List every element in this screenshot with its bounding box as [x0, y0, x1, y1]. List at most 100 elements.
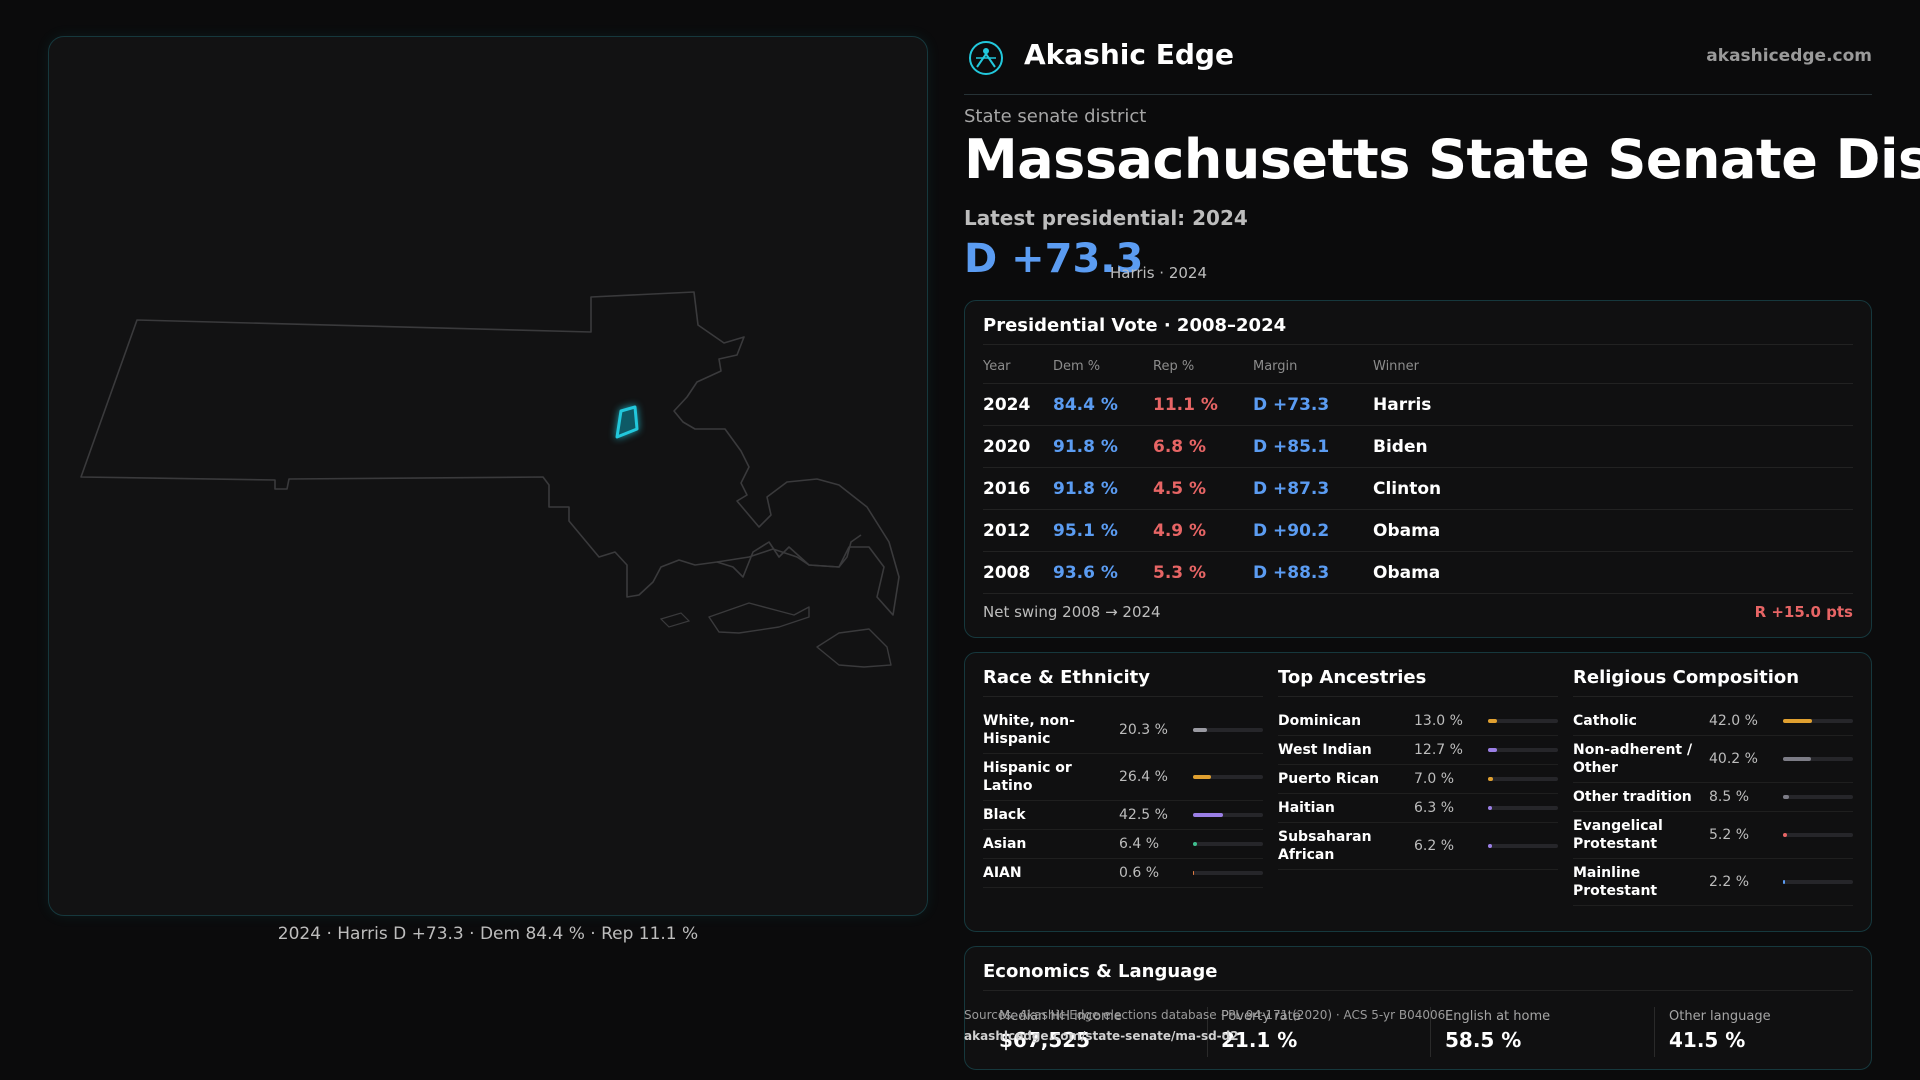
list-item: Non-adherent / Other 40.2 % [1573, 736, 1853, 783]
item-percent: 42.5 % [1119, 807, 1168, 823]
rep-pct-cell: 4.5 % [1153, 467, 1253, 510]
item-percent: 5.2 % [1709, 827, 1750, 843]
share-bar-fill [1488, 844, 1493, 848]
column-header: Year [983, 349, 1053, 384]
list-item: AIAN 0.6 % [983, 859, 1263, 888]
list-item: Catholic 42.0 % [1573, 707, 1853, 736]
share-bar-fill [1193, 842, 1198, 846]
district-type-label: State senate district [964, 106, 1147, 127]
winner-cell: Biden [1373, 425, 1853, 468]
page-title-wrap: Massachusetts State Senate District D2 [964, 128, 1920, 208]
item-label: Subsaharan African [1278, 829, 1372, 863]
margin-cell: D +85.1 [1253, 425, 1373, 468]
stat-label: Poverty rate [1221, 1009, 1301, 1024]
share-bar-track [1193, 775, 1263, 779]
item-percent: 0.6 % [1119, 865, 1160, 881]
share-bar-fill [1783, 880, 1785, 884]
winner-cell: Harris [1373, 383, 1853, 426]
stat-value: 21.1 % [1221, 1028, 1298, 1052]
item-label: Haitian [1278, 800, 1335, 816]
share-bar-track [1193, 728, 1263, 732]
list-item: Dominican 13.0 % [1278, 707, 1558, 736]
religion-list: Catholic 42.0 % Non-adherent / Other 40.2 %… [1573, 707, 1853, 906]
list-item: Asian 6.4 % [983, 830, 1263, 859]
divider [1278, 696, 1558, 697]
item-label: Puerto Rican [1278, 771, 1380, 787]
column-header: Margin [1253, 349, 1373, 384]
dem-pct-cell: 93.6 % [1053, 551, 1153, 594]
share-bar-track [1488, 844, 1558, 848]
share-bar-fill [1783, 833, 1787, 837]
margin-cell: D +90.2 [1253, 509, 1373, 552]
divider [1654, 1007, 1655, 1057]
net-swing-value: R +15.0 pts [1754, 603, 1853, 621]
winner-cell: Clinton [1373, 467, 1853, 510]
top-ancestries-section: Top Ancestries Dominican 13.0 % West India… [1278, 653, 1558, 933]
rep-pct-cell: 6.8 % [1153, 425, 1253, 468]
median-income-stat: Median HH income $67,525 [999, 1009, 1199, 1052]
share-bar-track [1193, 842, 1263, 846]
year-cell: 2024 [983, 383, 1053, 426]
list-item: Haitian 6.3 % [1278, 794, 1558, 823]
share-bar-fill [1488, 719, 1498, 723]
share-bar-track [1193, 813, 1263, 817]
brand-logo-icon [969, 41, 1003, 75]
section-title: Race & Ethnicity [983, 667, 1150, 688]
section-title: Top Ancestries [1278, 667, 1427, 688]
cape-cod-outline [716, 534, 862, 568]
presidential-table: Year Dem % Rep % Margin Winner 2024 84.4… [983, 349, 1853, 594]
share-bar-track [1488, 719, 1558, 723]
list-item: Mainline Protestant 2.2 % [1573, 859, 1853, 906]
table-row: 2016 91.8 % 4.5 % D +87.3 Clinton [983, 467, 1853, 510]
item-percent: 8.5 % [1709, 789, 1750, 805]
year-cell: 2020 [983, 425, 1053, 468]
island-outline [816, 628, 892, 668]
brand-header: Akashic Edge akashicedge.com [964, 38, 1872, 95]
race-list: White, non-Hispanic 20.3 % Hispanic or Lat… [983, 707, 1263, 888]
net-swing-label: Net swing 2008 → 2024 [983, 603, 1161, 621]
divider [983, 344, 1853, 345]
winner-cell: Obama [1373, 551, 1853, 594]
dem-pct-cell: 91.8 % [1053, 425, 1153, 468]
religious-composition-section: Religious Composition Catholic 42.0 % Non-… [1573, 653, 1853, 933]
item-percent: 26.4 % [1119, 769, 1168, 785]
divider [983, 696, 1263, 697]
other-language-stat: Other language 41.5 % [1669, 1009, 1869, 1052]
share-bar-track [1783, 880, 1853, 884]
column-header: Winner [1373, 349, 1853, 384]
sources-footer: Sources: Akashic Edge elections database… [964, 1005, 1445, 1047]
island-outline [659, 612, 691, 628]
english-at-home-stat: English at home 58.5 % [1445, 1009, 1645, 1052]
brand-url-link[interactable]: akashicedge.com [1706, 46, 1872, 66]
district-highlight[interactable] [615, 405, 639, 439]
item-label: Black [983, 807, 1026, 823]
share-bar-fill [1783, 719, 1813, 723]
item-label: White, non-Hispanic [983, 713, 1075, 747]
table-row: 2024 84.4 % 11.1 % D +73.3 Harris [983, 383, 1853, 426]
stat-label: Median HH income [999, 1009, 1122, 1024]
item-label: Dominican [1278, 713, 1362, 729]
year-cell: 2008 [983, 551, 1053, 594]
stat-value: 41.5 % [1669, 1028, 1746, 1052]
share-bar-track [1193, 871, 1263, 875]
dem-pct-cell: 95.1 % [1053, 509, 1153, 552]
item-label: Catholic [1573, 713, 1637, 729]
source-url-link[interactable]: akashicedge.com/state-senate/ma-sd-d2 [964, 1029, 1239, 1043]
headline-margin: D +73.3 [964, 236, 1144, 282]
item-label: Non-adherent / Other [1573, 742, 1693, 776]
stat-value: 58.5 % [1445, 1028, 1522, 1052]
headline-margin-sub: Harris · 2024 [1110, 264, 1208, 282]
item-percent: 40.2 % [1709, 751, 1758, 767]
map-caption: 2024 · Harris D +73.3 · Dem 84.4 % · Rep… [277, 924, 699, 944]
rep-pct-cell: 4.9 % [1153, 509, 1253, 552]
item-label: Evangelical Protestant [1573, 818, 1663, 852]
item-percent: 2.2 % [1709, 874, 1750, 890]
share-bar-fill [1193, 728, 1208, 732]
divider [1430, 1007, 1431, 1057]
item-label: Other tradition [1573, 789, 1692, 805]
column-header: Dem % [1053, 349, 1153, 384]
item-label: Hispanic or Latino [983, 760, 1072, 794]
divider [1573, 696, 1853, 697]
year-cell: 2016 [983, 467, 1053, 510]
winner-cell: Obama [1373, 509, 1853, 552]
